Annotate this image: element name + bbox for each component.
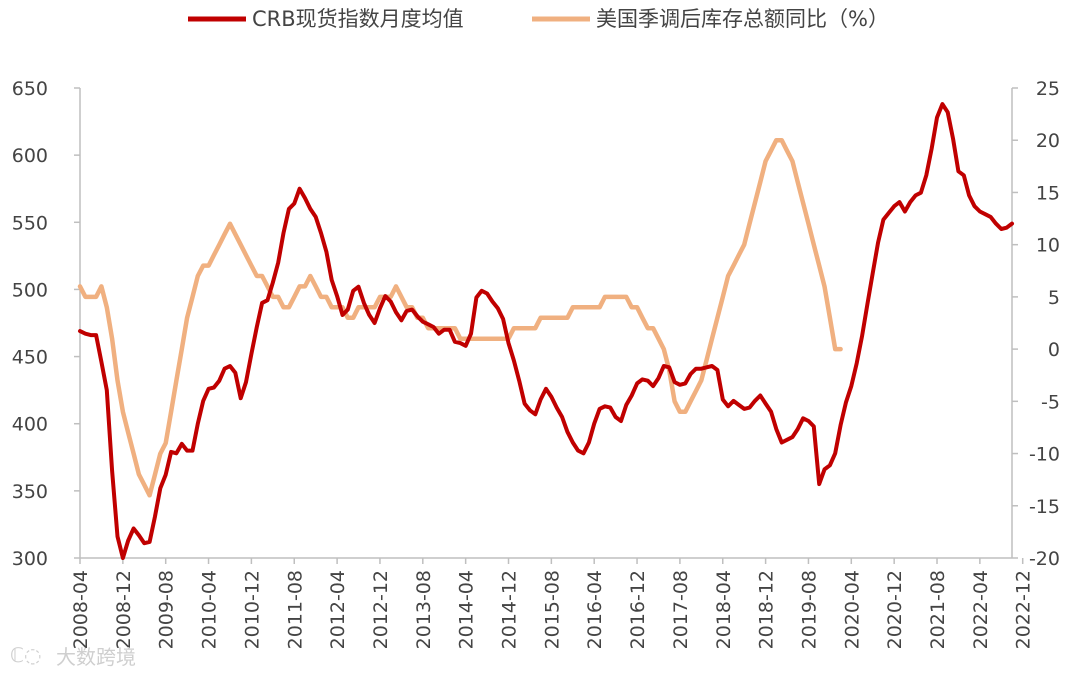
y-right-tick-label: 20 bbox=[1036, 130, 1060, 152]
watermark: ℂ◌ 大数跨境 bbox=[10, 643, 136, 669]
y-left-tick-label: 450 bbox=[12, 347, 48, 369]
x-tick-label: 2020-04 bbox=[841, 570, 863, 649]
x-tick-label: 2017-08 bbox=[670, 570, 692, 649]
x-tick-label: 2014-12 bbox=[499, 570, 521, 649]
y-right-tick-label: 10 bbox=[1036, 235, 1060, 257]
y-right-tick-label: 0 bbox=[1048, 339, 1060, 361]
x-tick-label: 2016-04 bbox=[584, 570, 606, 649]
y-right-tick-label: -20 bbox=[1029, 548, 1060, 570]
x-tick-label: 2010-04 bbox=[199, 570, 221, 649]
x-tick-label: 2019-08 bbox=[798, 570, 820, 649]
y-right-tick-label: 25 bbox=[1036, 78, 1060, 100]
x-tick-label: 2013-08 bbox=[413, 570, 435, 649]
series-line-crb-index bbox=[78, 102, 1014, 560]
y-right-tick-label: -5 bbox=[1041, 391, 1060, 413]
y-left-tick-label: 600 bbox=[12, 145, 48, 167]
x-tick-label: 2021-08 bbox=[927, 570, 949, 649]
y-right-tick-label: -15 bbox=[1029, 496, 1060, 518]
x-tick-label: 2018-12 bbox=[756, 570, 778, 649]
y-right-tick-label: 5 bbox=[1048, 287, 1060, 309]
x-tick-label: 2009-08 bbox=[156, 570, 178, 649]
legend: CRB现货指数月度均值 美国季调后库存总额同比（%） bbox=[188, 7, 889, 31]
x-tick-label: 2018-04 bbox=[713, 570, 735, 649]
x-tick-label: 2015-08 bbox=[541, 570, 563, 649]
x-tick-label: 2022-12 bbox=[1013, 570, 1035, 649]
x-tick-label: 2011-08 bbox=[284, 570, 306, 649]
x-tick-label: 2016-12 bbox=[627, 570, 649, 649]
y-right-tick-label: -10 bbox=[1029, 444, 1060, 466]
y-left-tick-label: 650 bbox=[12, 78, 48, 100]
y-left-tick-label: 500 bbox=[12, 279, 48, 301]
x-tick-label: 2012-12 bbox=[370, 570, 392, 649]
y-right-tick-label: 15 bbox=[1036, 182, 1060, 204]
y-left-tick-label: 400 bbox=[12, 414, 48, 436]
series-lines bbox=[77, 102, 1014, 560]
y-left-tick-label: 350 bbox=[12, 481, 48, 503]
x-tick-label: 2012-04 bbox=[327, 570, 349, 649]
x-tick-label: 2010-12 bbox=[241, 570, 263, 649]
axes: 650 600 550 500 450 400 350 300 25 20 15 10 5 0 -5 -10 -… bbox=[12, 78, 1060, 649]
legend-label-inventory: 美国季调后库存总额同比（%） bbox=[596, 7, 889, 31]
y-left-tick-label: 550 bbox=[12, 212, 48, 234]
x-tick-label: 2008-12 bbox=[113, 570, 135, 649]
x-tick-label: 2008-04 bbox=[70, 570, 92, 649]
y-left-tick-label: 300 bbox=[12, 548, 48, 570]
watermark-text: 大数跨境 bbox=[56, 645, 136, 669]
x-tick-label: 2022-04 bbox=[970, 570, 992, 649]
legend-label-crb: CRB现货指数月度均值 bbox=[252, 7, 464, 31]
series-line-inventory-yoy bbox=[77, 137, 843, 498]
x-tick-label: 2014-04 bbox=[456, 570, 478, 649]
x-tick-label: 2020-12 bbox=[884, 570, 906, 649]
watermark-logo-icon: ℂ◌ bbox=[10, 643, 41, 667]
